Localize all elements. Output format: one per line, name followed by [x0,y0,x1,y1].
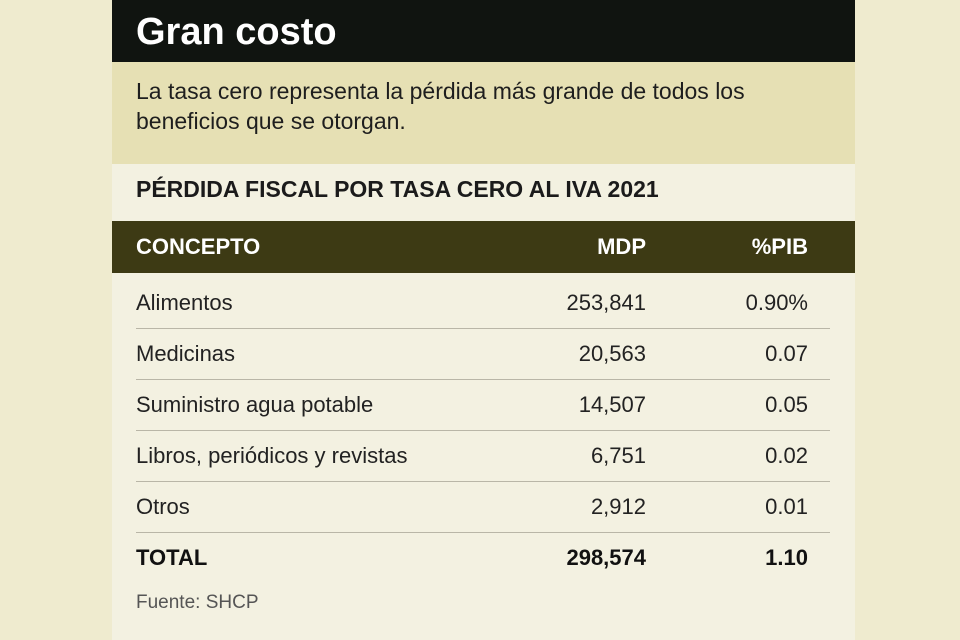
total-mdp: 298,574 [566,545,646,570]
column-header-pib: %PIB [751,234,808,259]
lead-box: La tasa cero representa la pérdida más g… [112,62,855,164]
total-pib: 1.10 [765,545,808,570]
cell-pib: 0.01 [765,494,808,519]
column-header-mdp: MDP [597,234,646,259]
page-title: Gran costo [136,11,337,53]
cell-pib: 0.05 [765,392,808,417]
cell-pib: 0.07 [765,341,808,366]
cell-mdp: 14,507 [578,392,646,417]
infographic-card: Gran costo La tasa cero representa la pé… [112,0,855,640]
cell-mdp: 2,912 [590,494,646,519]
column-header-concepto: CONCEPTO [136,234,261,259]
lead-text: La tasa cero representa la pérdida más g… [136,78,745,134]
cell-concepto: Suministro agua potable [136,392,374,417]
table-row: Suministro agua potable 14,507 0.05 [136,380,830,431]
table-header: CONCEPTO MDP %PIB [112,221,855,273]
table-row: Libros, periódicos y revistas 6,751 0.02 [136,431,830,482]
source-note: Fuente: SHCP [136,592,259,613]
table-body: Alimentos 253,841 0.90% Medicinas 20,563… [112,278,855,583]
cell-mdp: 253,841 [566,290,646,315]
table-row: Alimentos 253,841 0.90% [136,278,830,329]
title-bar: Gran costo [112,0,855,62]
table-row: Otros 2,912 0.01 [136,482,830,533]
table-title: PÉRDIDA FISCAL POR TASA CERO AL IVA 2021 [136,176,659,202]
table-total-row: TOTAL 298,574 1.10 [136,533,830,583]
cell-concepto: Otros [136,494,190,519]
cell-concepto: Libros, periódicos y revistas [136,443,408,468]
total-label: TOTAL [136,545,208,570]
cell-pib: 0.90% [745,290,808,315]
cell-pib: 0.02 [765,443,808,468]
right-margin [855,0,960,640]
table-row: Medicinas 20,563 0.07 [136,329,830,380]
cell-mdp: 6,751 [590,443,646,468]
cell-concepto: Alimentos [136,290,233,315]
cell-concepto: Medicinas [136,341,236,366]
left-margin [0,0,112,640]
cell-mdp: 20,563 [578,341,646,366]
